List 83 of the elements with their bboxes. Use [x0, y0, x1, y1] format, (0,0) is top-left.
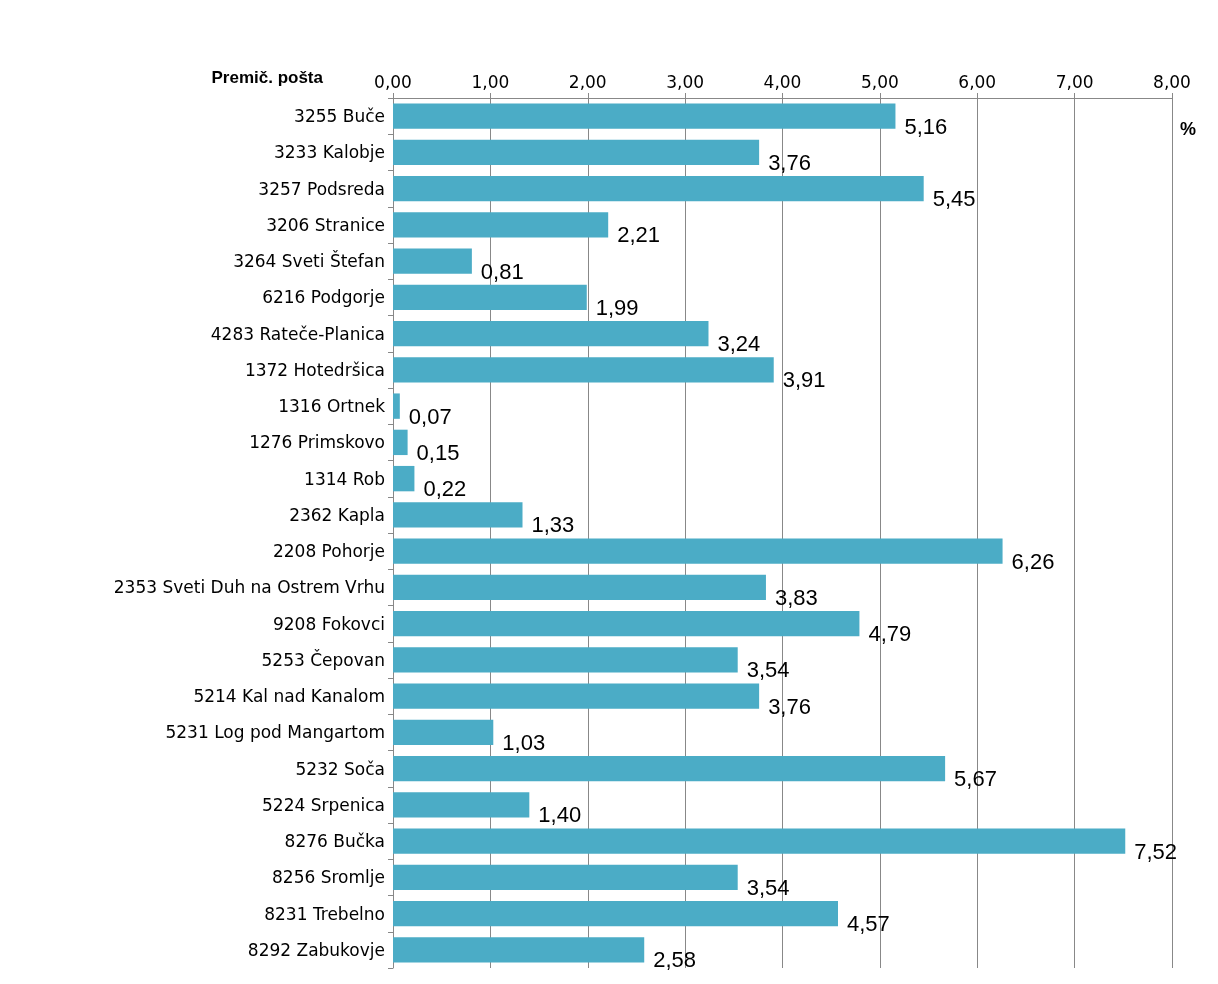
y-tick-label: 2362 Kapla	[289, 504, 385, 525]
data-label: 7,52	[1134, 838, 1178, 864]
x-tick-label: 0,00	[374, 71, 412, 92]
y-tick-label: 1372 Hotedršica	[244, 359, 385, 380]
y-tick-label: 9208 Fokovci	[272, 613, 385, 634]
x-tick-label: 5,00	[860, 71, 899, 92]
bar	[393, 103, 896, 129]
bar	[393, 248, 472, 274]
y-tick-label: 5253 Čepovan	[261, 648, 385, 670]
x-tick-label: 1,00	[471, 71, 510, 92]
data-label: 4,57	[847, 911, 890, 937]
y-tick-label: 5214 Kal nad Kanalom	[193, 686, 385, 707]
data-label: 2,58	[653, 947, 697, 973]
bar	[393, 538, 1003, 564]
data-label: 1,33	[531, 512, 575, 538]
y-axis-title: Premič. pošta	[211, 68, 324, 87]
data-label: 5,67	[954, 766, 997, 792]
data-label: 3,76	[768, 149, 811, 175]
bar	[393, 864, 738, 891]
bar	[393, 610, 860, 637]
bar	[393, 683, 760, 709]
x-tick-label: 2,00	[568, 71, 607, 92]
data-label: 0,15	[416, 439, 460, 465]
bar	[393, 393, 400, 419]
y-tick-label: 8276 Bučka	[284, 831, 385, 852]
data-label: 3,83	[774, 584, 818, 610]
bar	[393, 828, 1126, 854]
y-tick-label: 1316 Ortnek	[278, 396, 386, 417]
data-label: 0,81	[480, 258, 524, 284]
bar	[393, 755, 946, 782]
y-tick-label: 6216 Podgorje	[262, 287, 385, 308]
y-tick-label: 3233 Kalobje	[273, 142, 385, 163]
data-label: 3,24	[717, 331, 761, 357]
y-tick-label: 3264 Sveti Štefan	[233, 250, 385, 272]
x-tick-label: 7,00	[1055, 71, 1094, 92]
bar	[393, 937, 645, 963]
bar	[393, 212, 609, 238]
bar	[393, 574, 766, 601]
data-label: 1,03	[502, 729, 546, 755]
data-label: 3,54	[746, 657, 790, 683]
data-label: 3,76	[768, 693, 811, 719]
x-tick-label: 8,00	[1153, 71, 1191, 92]
y-tick-label: 8256 Sromlje	[272, 867, 385, 888]
bar	[393, 320, 709, 347]
bar	[393, 139, 760, 166]
data-label: 2,21	[617, 222, 661, 248]
bar	[393, 502, 523, 528]
y-tick-label: 2208 Pohorje	[272, 541, 385, 562]
data-label: 5,16	[904, 113, 948, 139]
y-tick-label: 1276 Primskovo	[249, 432, 385, 453]
x-tick-label: 6,00	[958, 71, 997, 92]
y-tick-label: 2353 Sveti Duh na Ostrem Vrhu	[113, 577, 385, 598]
bar	[393, 465, 415, 492]
data-label: 5,45	[932, 186, 976, 212]
data-label: 4,79	[868, 621, 912, 647]
data-label: 3,91	[782, 367, 826, 393]
data-label: 1,99	[595, 294, 639, 320]
bar	[393, 647, 738, 673]
x-axis-title: %	[1180, 119, 1197, 139]
bar	[393, 429, 408, 456]
y-tick-label: 3255 Buče	[294, 106, 385, 127]
data-label: 3,54	[746, 874, 790, 900]
bar	[393, 792, 530, 818]
bar	[393, 175, 924, 202]
data-label: 0,07	[408, 403, 452, 429]
bar	[393, 719, 494, 746]
data-label: 0,22	[423, 476, 467, 502]
y-tick-label: 3257 Podsreda	[258, 178, 385, 199]
y-tick-label: 5232 Soča	[295, 758, 385, 779]
x-tick-label: 4,00	[763, 71, 802, 92]
y-tick-label: 3206 Stranice	[266, 214, 385, 235]
bar	[393, 284, 587, 311]
data-label: 1,40	[538, 802, 582, 828]
y-tick-label: 8231 Trebelno	[264, 903, 385, 924]
x-tick-label: 3,00	[666, 71, 705, 92]
y-tick-label: 8292 Zabukovje	[247, 939, 385, 960]
bar	[393, 357, 774, 383]
y-tick-label: 1314 Rob	[304, 468, 385, 489]
bar	[393, 900, 838, 927]
y-tick-label: 4283 Rateče-Planica	[210, 323, 385, 344]
y-tick-label: 5224 Srpenica	[262, 794, 385, 815]
y-tick-label: 5231 Log pod Mangartom	[165, 722, 385, 743]
data-label: 6,26	[1011, 548, 1055, 574]
